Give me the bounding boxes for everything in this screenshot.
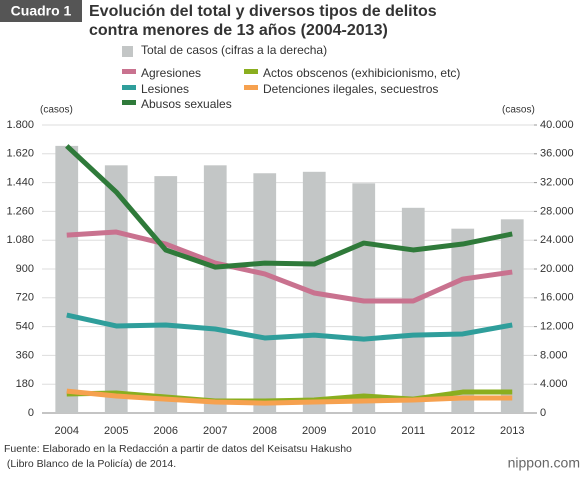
x-tick-label: 2007	[203, 425, 227, 437]
bar	[104, 165, 128, 413]
legend-swatch	[122, 85, 136, 90]
bar	[500, 219, 524, 413]
y2-tick-label: 32.000	[540, 177, 574, 189]
y-tick-label: 0	[28, 407, 34, 419]
legend-swatch	[244, 85, 258, 90]
y-tick-label: 1.440	[6, 177, 34, 189]
source: (Libro Blanco de la Policía) de 2014.	[4, 458, 176, 470]
line	[66, 312, 513, 342]
y2-axis-label: (casos)	[502, 105, 535, 116]
y2-tick-label: 12.000	[540, 321, 574, 333]
y2-tick-label: 24.000	[540, 234, 574, 246]
bar	[203, 165, 227, 413]
x-tick-label: 2010	[352, 425, 376, 437]
line	[65, 144, 513, 270]
y-tick-label: 180	[16, 378, 34, 390]
x-tick-label: 2005	[104, 425, 128, 437]
x-tick-label: 2013	[500, 425, 524, 437]
y2-tick-label: 16.000	[540, 292, 574, 304]
x-tick-label: 2009	[302, 425, 326, 437]
y2-tick-label: 20.000	[540, 263, 574, 275]
y2-tick-label: 28.000	[540, 205, 574, 217]
bar	[401, 207, 425, 413]
legend-label: Lesiones	[141, 82, 189, 96]
bar	[451, 228, 475, 413]
y-tick-label: 1.620	[6, 148, 34, 160]
legend-label: Abusos sexuales	[141, 97, 232, 111]
bar	[154, 176, 178, 413]
x-tick-label: 2006	[154, 425, 178, 437]
x-tick-label: 2004	[55, 425, 79, 437]
x-tick-label: 2011	[401, 425, 425, 437]
y-tick-label: 1.080	[6, 234, 34, 246]
y2-tick-label: 0	[540, 407, 546, 419]
legend-swatch	[244, 69, 258, 74]
legend-swatch	[122, 46, 133, 57]
line	[66, 229, 513, 304]
y-tick-label: 720	[16, 292, 34, 304]
source: Fuente: Elaborado en la Redacción a part…	[4, 443, 352, 455]
badge: Cuadro 1	[11, 3, 72, 19]
title: contra menores de 13 años (2004-2013)	[89, 22, 388, 39]
bar	[253, 173, 277, 413]
y-tick-label: 1.260	[6, 205, 34, 217]
y2-tick-label: 40.000	[540, 119, 574, 131]
legend-label: Actos obscenos (exhibicionismo, etc)	[263, 66, 460, 80]
y-tick-label: 1.800	[6, 119, 34, 131]
legend-swatch	[122, 69, 136, 74]
y-tick-label: 360	[16, 349, 34, 361]
y-tick-label: 900	[16, 263, 34, 275]
x-tick-label: 2008	[253, 425, 277, 437]
bar	[55, 145, 79, 413]
badge-bg	[0, 0, 82, 22]
bar	[352, 183, 376, 413]
title: Evolución del total y diversos tipos de …	[89, 3, 437, 20]
y2-tick-label: 4.000	[540, 378, 568, 390]
line	[66, 388, 513, 406]
y-tick-label: 540	[16, 321, 34, 333]
legend-label: Total de casos (cifras a la derecha)	[141, 43, 327, 57]
legend-label: Detenciones ilegales, secuestros	[263, 82, 438, 96]
y2-tick-label: 8.000	[540, 349, 568, 361]
logo: nippon.com	[508, 455, 580, 471]
legend-swatch	[122, 100, 136, 105]
y-axis-label: (casos)	[40, 105, 73, 116]
y2-tick-label: 36.000	[540, 148, 574, 160]
legend-label: Agresiones	[141, 66, 201, 80]
x-tick-label: 2012	[451, 425, 475, 437]
